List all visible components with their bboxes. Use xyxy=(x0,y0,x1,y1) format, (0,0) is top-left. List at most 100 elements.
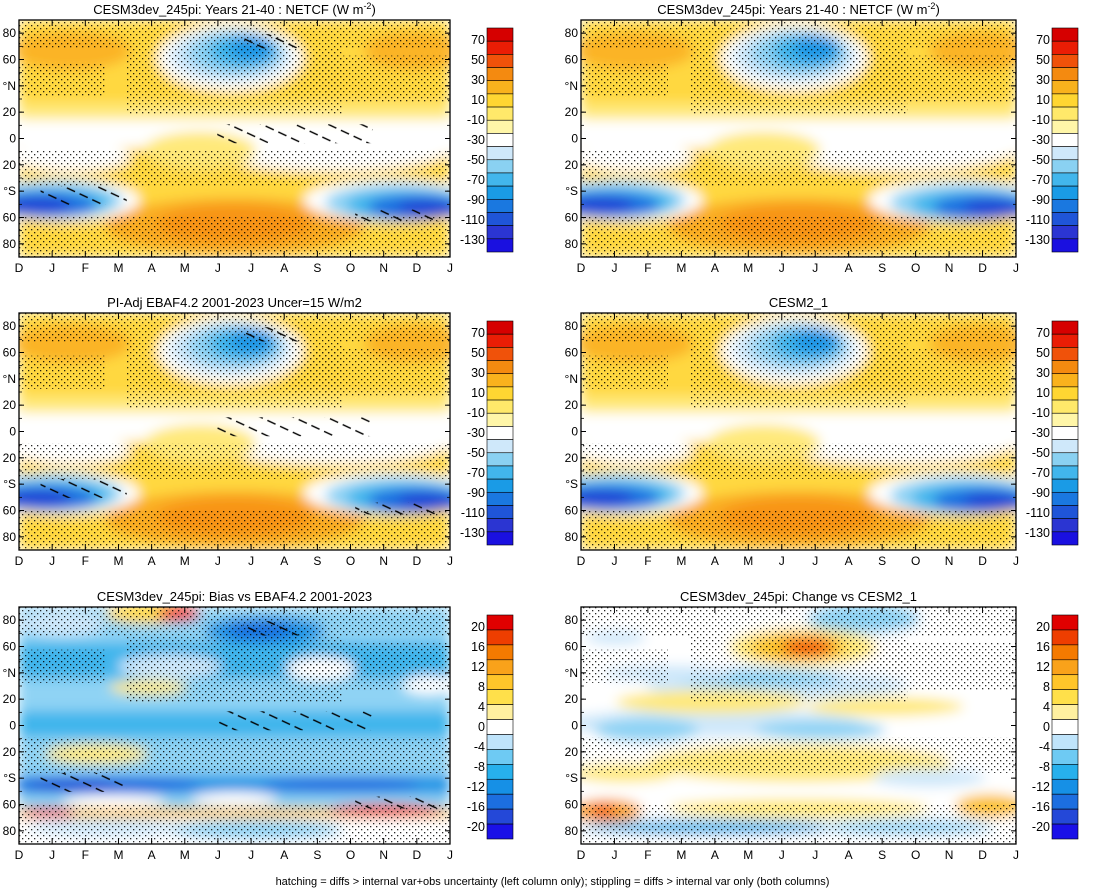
colorbar-swatch xyxy=(486,452,514,467)
colorbar-swatch xyxy=(1051,452,1079,467)
colorbar-swatch xyxy=(486,198,514,213)
colorbar-label: -70 xyxy=(1032,173,1050,187)
x-tick-label: D xyxy=(413,554,422,568)
x-tick-label: A xyxy=(148,848,156,862)
colorbar-swatch xyxy=(486,333,514,348)
colorbar-swatch xyxy=(486,54,514,68)
x-tick-label: A xyxy=(280,848,288,862)
x-tick-label: S xyxy=(313,848,321,862)
colorbar-swatch xyxy=(486,212,514,226)
colorbar-swatch xyxy=(1051,146,1079,161)
colorbar-swatch xyxy=(486,320,514,335)
colorbar-label: -16 xyxy=(467,800,485,814)
colorbar-swatch xyxy=(1051,749,1079,765)
colorbar-swatch xyxy=(486,347,514,361)
x-tick-label: N xyxy=(379,848,388,862)
colorbar-label: 12 xyxy=(1036,660,1050,674)
colorbar-label: -30 xyxy=(467,133,485,147)
x-tick-label: D xyxy=(978,848,987,862)
y-tick-label: 60 xyxy=(3,798,17,812)
colorbar-swatch xyxy=(486,373,514,388)
colorbar-swatch xyxy=(486,40,514,55)
colorbar-label: -110 xyxy=(461,506,485,520)
y-tick-label: 60 xyxy=(3,346,17,360)
colorbar-swatch xyxy=(1051,27,1079,42)
y-tick-label: 0 xyxy=(9,425,16,439)
colorbar-swatch xyxy=(1051,659,1079,676)
panel-p3: 80 60 °N 20 0 20 °S 60 80 D J F M A M J J A S O N D J PI-Adj EB… xyxy=(3,295,514,568)
colorbar-swatch xyxy=(486,106,514,121)
y-tick-label: 0 xyxy=(571,719,578,733)
figure-caption: hatching = diffs > internal var+obs unce… xyxy=(275,876,830,888)
colorbar-label: -70 xyxy=(1032,466,1050,480)
y-tick-label: °N xyxy=(3,666,16,680)
x-tick-label: O xyxy=(346,261,355,275)
x-tick-label: J xyxy=(248,554,254,568)
colorbar-swatch xyxy=(1051,67,1079,82)
x-tick-label: N xyxy=(945,261,954,275)
stipple-p6 xyxy=(581,607,1016,844)
x-tick-label: A xyxy=(845,848,853,862)
colorbar-label: 30 xyxy=(471,73,485,87)
x-tick-label: D xyxy=(978,261,987,275)
y-tick-label: 20 xyxy=(565,745,579,759)
x-tick-label: D xyxy=(15,261,24,275)
colorbar-label: -20 xyxy=(467,820,485,834)
colorbar-swatch xyxy=(486,531,514,546)
colorbar-label: -110 xyxy=(1026,506,1050,520)
panel-title: CESM3dev_245pi: Change vs CESM2_1 xyxy=(680,589,917,604)
field-p2 xyxy=(581,20,1016,257)
panel-title: CESM3dev_245pi: Years 21-40 : NETCF (W m… xyxy=(657,1,940,17)
x-tick-label: M xyxy=(113,848,123,862)
y-tick-label: 80 xyxy=(3,237,17,251)
y-tick-label: 20 xyxy=(3,745,17,759)
colorbar-swatch xyxy=(1051,333,1079,348)
colorbar-swatch xyxy=(486,704,514,720)
x-tick-label: J xyxy=(447,554,453,568)
colorbar-label: -130 xyxy=(460,526,485,540)
colorbar-label: -130 xyxy=(1025,526,1050,540)
x-tick-label: J xyxy=(779,848,785,862)
colorbar-swatch xyxy=(1051,386,1079,401)
colorbar-label: -50 xyxy=(467,446,485,460)
colorbar-label: -90 xyxy=(1032,193,1050,207)
colorbar-label: 50 xyxy=(471,346,485,360)
colorbar-label: -50 xyxy=(1032,153,1050,167)
x-tick-label: N xyxy=(945,554,954,568)
colorbar-swatch xyxy=(1051,119,1079,134)
colorbar-swatch xyxy=(486,778,514,795)
y-tick-label: 80 xyxy=(3,824,17,838)
field-p5 xyxy=(19,607,450,844)
x-tick-label: O xyxy=(911,261,920,275)
colorbar-swatch xyxy=(486,734,514,750)
x-tick-label: F xyxy=(82,261,89,275)
colorbar-swatch xyxy=(486,808,514,825)
x-tick-label: J xyxy=(49,848,55,862)
x-tick-label: F xyxy=(82,848,89,862)
x-tick-label: M xyxy=(180,554,190,568)
x-tick-label: J xyxy=(49,554,55,568)
colorbar-label: 70 xyxy=(1036,33,1050,47)
x-tick-label: F xyxy=(82,554,89,568)
y-tick-label: 80 xyxy=(565,824,579,838)
colorbar-swatch xyxy=(486,491,514,506)
x-tick-label: A xyxy=(711,261,719,275)
colorbar-label: 30 xyxy=(471,366,485,380)
colorbar-p5: 20 16 12 8 4 0 -4 -8 -12 -16 -20 xyxy=(467,614,514,840)
colorbar-swatch xyxy=(1051,399,1079,414)
y-tick-label: °S xyxy=(565,477,578,491)
colorbar-swatch xyxy=(1051,644,1079,661)
x-tick-label: J xyxy=(611,261,617,275)
y-tick-label: 60 xyxy=(3,53,17,67)
colorbar-label: 4 xyxy=(1043,700,1050,714)
colorbar-label: -70 xyxy=(467,466,485,480)
y-tick-label: °N xyxy=(565,666,578,680)
colorbar-swatch xyxy=(486,426,514,440)
colorbar-swatch xyxy=(1051,347,1079,361)
colorbar-swatch xyxy=(486,360,514,375)
y-tick-label: °S xyxy=(3,771,16,785)
x-tick-label: F xyxy=(644,261,651,275)
colorbar-label: -20 xyxy=(1032,820,1050,834)
x-tick-label: M xyxy=(676,848,686,862)
